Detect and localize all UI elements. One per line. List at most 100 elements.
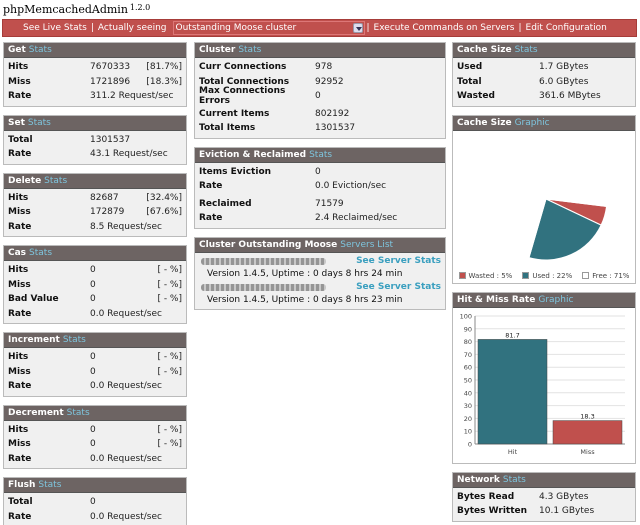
panel-accent[interactable]: Stats	[238, 45, 262, 55]
stat-row: Bytes Written 10.1 GBytes	[457, 504, 631, 519]
stat-row: Rate 2.4 Reclaimed/sec	[199, 211, 441, 226]
panel-accent[interactable]: Stats	[28, 45, 52, 55]
legend-item: Wasted : 5%	[458, 271, 513, 280]
stat-label: Rate	[8, 91, 32, 102]
panel-body: Total 1301537 Rate 43.1 Request/sec	[4, 131, 186, 164]
panel-header: Hit & Miss Rate Graphic	[453, 292, 635, 308]
cluster-select[interactable]: Outstanding Moose cluster	[172, 21, 365, 35]
stat-row: Hits 0 [ - %]	[8, 263, 182, 278]
stat-row: Rate 8.5 Request/sec	[8, 220, 182, 235]
legend-label: Free : 71%	[592, 271, 630, 280]
panel-accent[interactable]: Stats	[66, 407, 90, 418]
stat-label: Miss	[8, 279, 31, 290]
panel-title: Hit & Miss Rate	[457, 294, 536, 305]
stat-label: Total	[457, 76, 482, 87]
pie-slice-used	[528, 197, 602, 260]
stat-label: Miss	[8, 366, 31, 377]
panel-accent[interactable]: Stats	[514, 45, 538, 55]
stat-row: Curr Connections 978	[199, 60, 441, 75]
stat-label: Rate	[8, 308, 32, 319]
stat-row: Total 0	[8, 495, 182, 510]
menu-separator: |	[518, 23, 522, 33]
stat-value: 0	[90, 294, 96, 305]
panel-title: Eviction & Reclaimed	[199, 149, 307, 160]
panel-body: Items Eviction 0 Rate 0.0 Eviction/sec Rec…	[195, 163, 445, 228]
panel-accent[interactable]: Stats	[309, 149, 333, 160]
stat-value: 0.0 Request/sec	[90, 511, 162, 522]
panel-accent[interactable]: Stats	[44, 175, 68, 186]
y-tick-label: 0	[468, 440, 472, 448]
stat-row: Used 1.7 GBytes	[457, 60, 631, 75]
stat-value: 0	[90, 265, 96, 276]
stat-value: 71579	[315, 198, 344, 209]
cluster-select-value: Outstanding Moose cluster	[175, 23, 297, 33]
stat-label: Total	[8, 497, 33, 508]
server-name-obscured	[201, 283, 326, 291]
stat-row: Miss 0 [ - %]	[8, 278, 182, 293]
stat-value: 1.7 GBytes	[539, 62, 589, 73]
x-tick-label: Hit	[508, 448, 518, 456]
panel-accent[interactable]: Stats	[27, 117, 51, 128]
panel-header: Set Stats	[4, 115, 186, 131]
stat-value: 978	[315, 62, 333, 73]
panel-accent[interactable]: Stats	[502, 474, 526, 485]
panel-accent[interactable]: Stats	[29, 248, 53, 258]
execute-commands-link[interactable]: Execute Commands on Servers	[373, 23, 515, 33]
network-stats-panel: Network Stats Bytes Read 4.3 GBytes Bytes …	[452, 471, 636, 522]
stat-value: 8.5 Request/sec	[90, 221, 162, 232]
stat-row: Rate 0.0 Eviction/sec	[199, 179, 441, 194]
stat-label: Miss	[8, 76, 31, 87]
chevron-down-icon[interactable]	[352, 23, 363, 33]
panel-accent[interactable]: Graphic	[514, 117, 550, 128]
increment-stats-panel: Increment Stats Hits 0 [ - %] Miss 0 [ - %] R…	[3, 332, 187, 397]
y-tick-label: 80	[464, 338, 472, 346]
menu-separator: |	[90, 23, 94, 33]
stat-label: Max Connections Errors	[199, 86, 286, 107]
stat-label: Reclaimed	[199, 198, 252, 209]
stat-label: Miss	[8, 439, 31, 450]
stat-percent: [81.7%]	[146, 62, 182, 73]
legend-swatch	[582, 271, 590, 279]
stat-label: Hits	[8, 424, 29, 435]
panel-accent[interactable]: Servers List	[340, 239, 394, 250]
stat-value: 1301537	[90, 134, 131, 145]
data-label: 81.7	[505, 331, 519, 339]
panel-accent[interactable]: Graphic	[538, 294, 574, 305]
panel-accent[interactable]: Stats	[62, 335, 86, 345]
stat-percent: [ - %]	[157, 352, 182, 363]
stat-value: 0	[90, 352, 96, 363]
panel-header: Cas Stats	[4, 246, 186, 261]
see-server-stats-link[interactable]: See Server Stats	[356, 256, 441, 266]
stat-label: Bad Value	[8, 294, 59, 305]
panel-title: Cache Size	[457, 117, 512, 128]
live-stats-link[interactable]: See Live Stats	[23, 23, 87, 33]
y-tick-label: 40	[464, 389, 472, 397]
stat-label: Rate	[8, 381, 32, 392]
stat-row: Hits 82687 [32.4%]	[8, 191, 182, 206]
stat-percent: [67.6%]	[146, 207, 182, 218]
stat-value: 7670333	[90, 62, 131, 73]
panel-body: Total 0 Rate 0.0 Request/sec	[4, 493, 186, 525]
panel-body: See Server Stats Version 1.4.5, Uptime :…	[195, 253, 445, 309]
app-title: phpMemcachedAdmin 1.2.0	[3, 3, 150, 16]
legend-label: Wasted : 5%	[468, 271, 513, 280]
pie-legend: Wasted : 5% Used : 22% Free : 71%	[453, 269, 635, 283]
see-server-stats-link[interactable]: See Server Stats	[356, 282, 441, 292]
stat-row: Rate 43.1 Request/sec	[8, 147, 182, 162]
stat-value: 0	[90, 424, 96, 435]
stat-row: Rate 311.2 Request/sec	[8, 89, 182, 104]
server-name-obscured	[201, 257, 326, 265]
menu-separator: |	[366, 23, 370, 33]
stat-label: Hits	[8, 265, 29, 276]
panel-body: Used 1.7 GBytes Total 6.0 GBytes Wasted 361…	[453, 58, 635, 106]
panel-accent[interactable]: Stats	[38, 480, 62, 490]
set-stats-panel: Set Stats Total 1301537 Rate 43.1 Request/s…	[3, 114, 187, 165]
stat-row: Rate 0.0 Request/sec	[8, 379, 182, 394]
eviction-stats-panel: Eviction & Reclaimed Stats Items Eviction…	[194, 146, 446, 229]
app-version: 1.2.0	[129, 3, 151, 12]
edit-configuration-link[interactable]: Edit Configuration	[525, 23, 607, 33]
stat-row: Rate 0.0 Request/sec	[8, 510, 182, 525]
panel-header: Flush Stats	[4, 478, 186, 493]
stat-row: Miss 1721896 [18.3%]	[8, 75, 182, 90]
stat-label: Total	[8, 134, 33, 145]
